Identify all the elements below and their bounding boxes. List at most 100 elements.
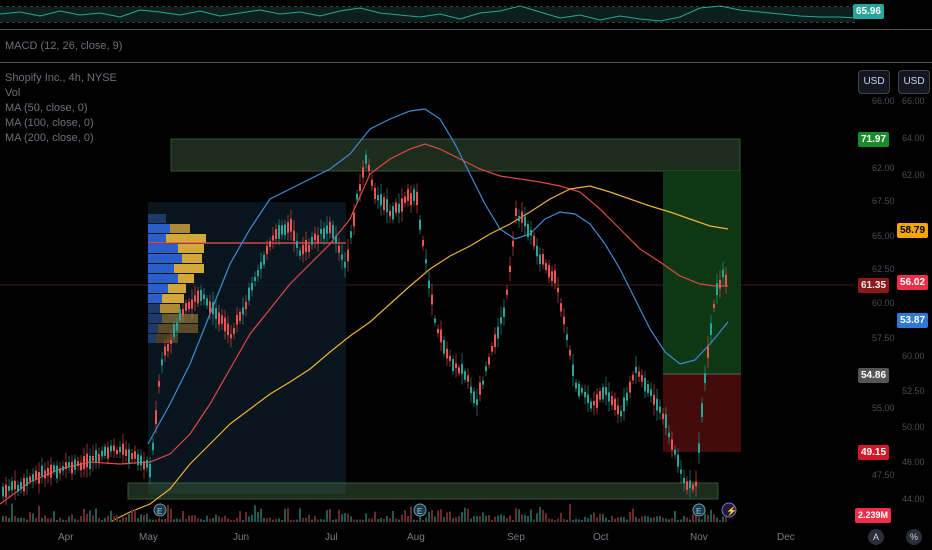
volume-bar xyxy=(605,517,607,522)
candle-body xyxy=(158,381,160,387)
candle-body xyxy=(203,294,205,300)
volume-bar xyxy=(359,519,361,522)
candle-body xyxy=(71,461,73,474)
ma200-legend[interactable]: MA (200, close, 0) xyxy=(5,132,94,144)
pane-separator[interactable] xyxy=(0,29,932,30)
volume-bar xyxy=(710,509,712,522)
candle-body xyxy=(692,484,694,490)
candle-body xyxy=(644,377,646,392)
volume-bar xyxy=(491,519,493,522)
volume-bar xyxy=(494,516,496,522)
volume-bar xyxy=(389,518,391,522)
candle-body xyxy=(440,329,442,343)
volume-bar xyxy=(299,508,301,522)
candle-body xyxy=(239,311,241,321)
volume-bar xyxy=(383,518,385,522)
svg-text:E: E xyxy=(157,507,162,516)
candle-body xyxy=(143,461,145,470)
candle-body xyxy=(74,459,76,470)
pane-separator[interactable] xyxy=(0,62,932,63)
currency-button-right[interactable]: USD xyxy=(898,70,930,94)
candle-body xyxy=(476,399,478,406)
volume-bar xyxy=(158,517,160,522)
y-tick: 60.00 xyxy=(902,351,925,361)
volume-bar xyxy=(659,516,661,522)
volume-badge: 2.239M xyxy=(855,508,892,523)
volume-bar xyxy=(437,510,439,522)
volume-bar xyxy=(407,515,409,522)
candle-body xyxy=(29,476,31,482)
volume-bar xyxy=(683,515,685,522)
volume-bar xyxy=(371,518,373,522)
candle-body xyxy=(359,184,361,191)
candle-body xyxy=(482,380,484,385)
ma50-legend[interactable]: MA (50, close, 0) xyxy=(5,102,88,114)
ma200-line xyxy=(109,185,729,522)
volume-bar xyxy=(599,513,601,522)
candle-body xyxy=(575,382,577,389)
candle-body xyxy=(659,406,661,413)
candle-body xyxy=(188,301,190,310)
candle-body xyxy=(161,359,163,366)
rsi-pane: 65.96 xyxy=(0,0,932,29)
candle-body xyxy=(233,328,235,334)
volume-bar xyxy=(122,517,124,522)
candle-body xyxy=(221,315,223,324)
symbol-title[interactable]: Shopify Inc., 4h, NYSE xyxy=(5,72,117,84)
volume-bar xyxy=(707,514,709,522)
candle-body xyxy=(53,465,55,472)
volume-bar xyxy=(401,514,403,522)
y-tick: 62.00 xyxy=(902,170,925,180)
volume-bar xyxy=(59,517,61,522)
volume-bar xyxy=(554,519,556,522)
volume-bar xyxy=(335,519,337,522)
volume-bar xyxy=(716,517,718,522)
volume-bar xyxy=(446,512,448,522)
candle-body xyxy=(590,401,592,409)
volume-bar xyxy=(455,517,457,522)
volume-bar xyxy=(680,519,682,522)
volume-bar xyxy=(479,516,481,522)
volume-bar xyxy=(674,510,676,522)
volume-bar xyxy=(443,517,445,522)
candle-body xyxy=(392,206,394,220)
volume-bar xyxy=(695,514,697,522)
x-tick: Aug xyxy=(407,532,425,543)
last-price-badge: 56.02 xyxy=(897,275,929,290)
candle-body xyxy=(551,271,553,282)
volume-bar xyxy=(338,509,340,522)
volume-bar xyxy=(638,518,640,522)
volume-bar xyxy=(278,518,280,522)
ma100-legend[interactable]: MA (100, close, 0) xyxy=(5,117,94,129)
volume-bar xyxy=(107,515,109,522)
candle-body xyxy=(410,193,412,206)
candle-body xyxy=(380,194,382,206)
candle-body xyxy=(344,261,346,268)
candle-body xyxy=(695,481,697,487)
candle-body xyxy=(287,222,289,233)
vol-legend[interactable]: Vol xyxy=(5,87,21,99)
currency-button-left[interactable]: USD xyxy=(858,70,890,94)
main-chart[interactable]: E E E ⚡ Shopify Inc., 4h, NYSE Vol MA (5… xyxy=(0,64,932,522)
volume-bar xyxy=(488,515,490,522)
volume-bar xyxy=(686,517,688,522)
volume-bar xyxy=(248,516,250,522)
candle-body xyxy=(245,301,247,310)
volume-bar xyxy=(170,508,172,522)
candle-body xyxy=(491,346,493,352)
candle-body xyxy=(83,455,85,469)
macd-legend[interactable]: MACD (12, 26, close, 9) xyxy=(5,40,123,52)
candle-body xyxy=(656,398,658,411)
auto-scale-button[interactable]: A xyxy=(868,529,884,545)
candle-body xyxy=(467,375,469,382)
x-tick: Nov xyxy=(690,532,708,543)
percent-scale-button[interactable]: % xyxy=(906,529,922,545)
candle-body xyxy=(608,392,610,402)
candle-body xyxy=(47,468,49,476)
candle-body xyxy=(563,316,565,325)
volume-bar xyxy=(173,519,175,522)
volume-bar xyxy=(131,509,133,522)
volume-bar xyxy=(110,510,112,522)
candle-body xyxy=(152,442,154,451)
x-axis[interactable]: Apr May Jun Jul Aug Sep Oct Nov Dec xyxy=(0,527,932,550)
